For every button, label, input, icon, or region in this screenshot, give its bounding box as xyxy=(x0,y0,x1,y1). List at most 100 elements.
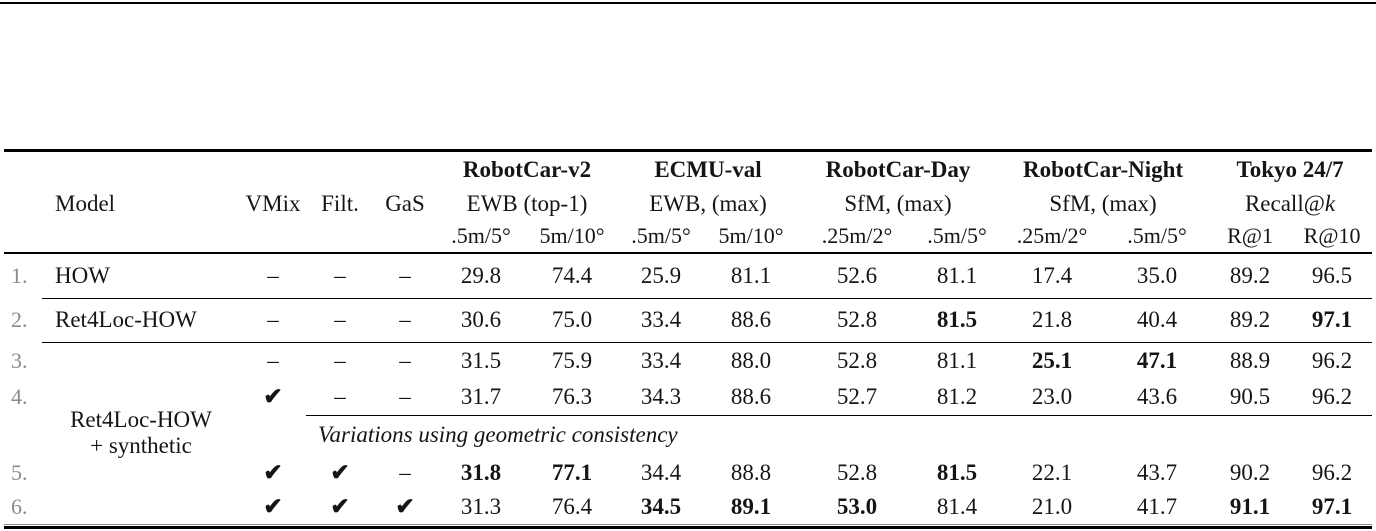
metric-value: 29.8 xyxy=(436,253,526,299)
table-row: 1. HOW – – –29.8 74.4 25.9 81.1 52.6 81.1 17.4 35.0… xyxy=(4,253,1373,299)
metric-value: 30.6 xyxy=(436,298,526,343)
spacer-cell xyxy=(4,188,42,220)
metric-value: 34.3 xyxy=(640,383,682,409)
metric-value: 90.5 xyxy=(1229,383,1271,409)
spacer-cell xyxy=(4,415,42,455)
model-group-line2: + synthetic xyxy=(90,433,192,459)
threshold-label: R@1 xyxy=(1208,220,1293,254)
toggle-column-header: VMix xyxy=(245,191,301,216)
dash-mark: – xyxy=(306,253,374,299)
group-label: RobotCar-v2 xyxy=(462,157,592,182)
threshold-label: .25m/2° xyxy=(798,220,917,254)
table-row: 3. Ret4Loc-HOW + synthetic – – – 31.5 75.9 33.4 8… xyxy=(4,342,1372,459)
row-number: 3. xyxy=(11,347,28,373)
dash-mark: – xyxy=(240,253,306,299)
results-table-body: 1. HOW – – –29.8 74.4 25.9 81.1 52.6 81.1 17.4 35.0… xyxy=(4,253,1373,524)
row-number: 2. xyxy=(11,307,28,332)
dash-mark: – xyxy=(374,253,436,299)
metric-value: 97.1 xyxy=(1311,494,1353,519)
group-header-row: RobotCar-v2 ECMU-val RobotCar-Day RobotC… xyxy=(4,152,1372,188)
metric-value: 91.1 xyxy=(1229,494,1271,519)
metric-value: 81.1 xyxy=(916,253,999,299)
metric-value: 40.4 xyxy=(1106,298,1209,343)
metric-value: 81.4 xyxy=(936,494,978,519)
dash-mark: – xyxy=(374,298,436,343)
metric-value: 34.5 xyxy=(640,494,682,519)
metric-value: 52.7 xyxy=(836,383,878,409)
results-table-wrap: RobotCar-v2 ECMU-val RobotCar-Day RobotC… xyxy=(4,149,1373,529)
spacer-cell xyxy=(4,220,42,254)
toggle-column-header: Filt. xyxy=(321,191,359,216)
metric-value: 25.1 xyxy=(1031,347,1073,373)
metric-value: 81.5 xyxy=(936,459,978,485)
metric-value: 88.6 xyxy=(704,298,799,343)
metric-value: 81.5 xyxy=(916,298,999,343)
dash-mark: – xyxy=(399,383,411,409)
dash-mark: – xyxy=(334,347,346,373)
metric-value: 22.1 xyxy=(1031,459,1073,485)
group-label: Tokyo 24/7 xyxy=(1236,157,1344,182)
metric-value: 31.7 xyxy=(460,383,502,409)
threshold-label: .5m/5° xyxy=(618,220,704,254)
metric-value: 34.4 xyxy=(640,459,682,485)
metric-value: 52.8 xyxy=(836,347,878,373)
threshold-label: 5m/10° xyxy=(704,220,799,254)
threshold-label: .5m/5° xyxy=(916,220,999,254)
table-bottom-rule-thick xyxy=(4,526,1372,529)
metric-value: 96.2 xyxy=(1311,383,1353,409)
metric-value: 31.3 xyxy=(460,494,502,519)
metric-value: 31.8 xyxy=(460,459,502,485)
metric-value: 31.5 xyxy=(460,347,502,373)
metric-value: 75.0 xyxy=(526,298,618,343)
spacer-cell xyxy=(374,152,436,188)
row-number: 4. xyxy=(11,384,28,409)
metric-label: SfM, (max) xyxy=(1049,191,1157,216)
metric-value: 77.1 xyxy=(551,459,593,485)
metric-value: 89.2 xyxy=(1208,253,1293,299)
spacer-cell xyxy=(306,152,374,188)
model-column-header: Model xyxy=(55,191,116,216)
page-top-rule xyxy=(0,2,1376,4)
metric-value: 88.6 xyxy=(730,383,772,409)
spacer-cell xyxy=(240,220,306,254)
metric-k-variable: k xyxy=(1324,191,1336,216)
metric-label: EWB (top-1) xyxy=(466,191,588,216)
metric-value: 96.2 xyxy=(1311,347,1353,373)
threshold-label: R@10 xyxy=(1292,220,1373,254)
metric-value: 43.6 xyxy=(1136,383,1178,409)
model-name: Ret4Loc-HOW xyxy=(42,298,240,343)
dash-mark: – xyxy=(267,347,279,373)
results-table: RobotCar-v2 ECMU-val RobotCar-Day RobotC… xyxy=(4,152,1373,524)
model-name: HOW xyxy=(42,253,240,299)
metric-value: 52.6 xyxy=(798,253,917,299)
table-row: 2. Ret4Loc-HOW – – –30.6 75.0 33.4 88.6 52.8 81.5… xyxy=(4,298,1373,343)
metric-value: 88.0 xyxy=(730,347,772,373)
dash-mark: – xyxy=(399,459,411,485)
metric-value: 81.1 xyxy=(936,347,978,373)
threshold-label: .25m/2° xyxy=(998,220,1107,254)
row-number: 1. xyxy=(11,263,28,288)
metric-value: 41.7 xyxy=(1136,494,1178,519)
checkmark-icon: ✔ xyxy=(330,494,350,519)
metric-value: 88.8 xyxy=(730,459,772,485)
threshold-label: 5m/10° xyxy=(526,220,618,254)
checkmark-icon: ✔ xyxy=(330,459,350,485)
spacer-cell xyxy=(374,220,436,254)
metric-value: 52.8 xyxy=(836,459,878,485)
table-top-rule xyxy=(4,149,1372,152)
metric-value: 52.8 xyxy=(798,298,917,343)
threshold-label: .5m/5° xyxy=(436,220,526,254)
spacer-cell xyxy=(42,152,240,188)
row-number: 5. xyxy=(11,459,28,485)
metric-value: 97.1 xyxy=(1292,298,1373,343)
metric-value: 23.0 xyxy=(1031,383,1073,409)
group-label: RobotCar-Day xyxy=(825,157,971,182)
dash-mark: – xyxy=(240,298,306,343)
metric-value: 74.4 xyxy=(526,253,618,299)
model-group-line1: Ret4Loc-HOW xyxy=(70,407,212,433)
checkmark-icon: ✔ xyxy=(395,494,415,519)
metric-value: 43.7 xyxy=(1136,459,1178,485)
metric-value: 88.9 xyxy=(1229,347,1271,373)
threshold-label: .5m/5° xyxy=(1106,220,1209,254)
